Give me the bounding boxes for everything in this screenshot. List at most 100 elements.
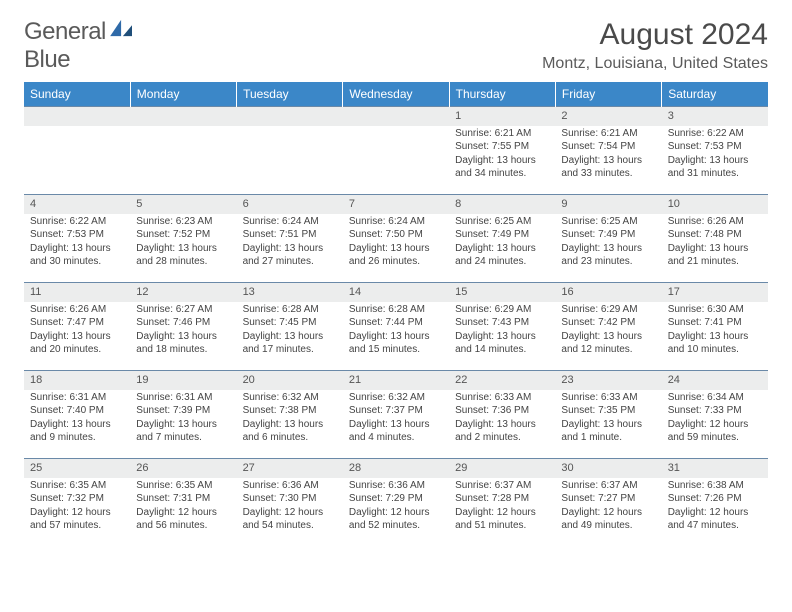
- day-number: 19: [130, 371, 236, 390]
- day-number: 17: [662, 283, 768, 302]
- daylight-text: and 17 minutes.: [243, 344, 337, 357]
- sunset-text: Sunset: 7:40 PM: [30, 405, 124, 418]
- day-number: 26: [130, 459, 236, 478]
- daylight-text: Daylight: 13 hours: [561, 419, 655, 432]
- day-detail: Sunrise: 6:36 AMSunset: 7:29 PMDaylight:…: [343, 478, 449, 538]
- daylight-text: Daylight: 12 hours: [349, 507, 443, 520]
- sunrise-text: Sunrise: 6:29 AM: [561, 304, 655, 317]
- daylight-text: Daylight: 13 hours: [455, 331, 549, 344]
- day-number: 31: [662, 459, 768, 478]
- weekday-header: Friday: [555, 82, 661, 107]
- day-cell: 3Sunrise: 6:22 AMSunset: 7:53 PMDaylight…: [662, 107, 768, 195]
- day-number: 29: [449, 459, 555, 478]
- daylight-text: and 56 minutes.: [136, 520, 230, 533]
- calendar-table: Sunday Monday Tuesday Wednesday Thursday…: [24, 82, 768, 547]
- daylight-text: and 24 minutes.: [455, 256, 549, 269]
- sunset-text: Sunset: 7:53 PM: [668, 141, 762, 154]
- day-detail: Sunrise: 6:22 AMSunset: 7:53 PMDaylight:…: [24, 214, 130, 274]
- day-number: 18: [24, 371, 130, 390]
- day-detail: Sunrise: 6:35 AMSunset: 7:32 PMDaylight:…: [24, 478, 130, 538]
- day-number: 23: [555, 371, 661, 390]
- day-number: [343, 107, 449, 126]
- sunrise-text: Sunrise: 6:24 AM: [349, 216, 443, 229]
- title-block: August 2024 Montz, Louisiana, United Sta…: [542, 18, 768, 73]
- day-detail: Sunrise: 6:32 AMSunset: 7:38 PMDaylight:…: [237, 390, 343, 450]
- day-cell: [24, 107, 130, 195]
- daylight-text: and 7 minutes.: [136, 432, 230, 445]
- daylight-text: Daylight: 13 hours: [349, 419, 443, 432]
- sunrise-text: Sunrise: 6:33 AM: [561, 392, 655, 405]
- sunrise-text: Sunrise: 6:38 AM: [668, 480, 762, 493]
- sunrise-text: Sunrise: 6:22 AM: [30, 216, 124, 229]
- day-cell: 18Sunrise: 6:31 AMSunset: 7:40 PMDayligh…: [24, 371, 130, 459]
- sunrise-text: Sunrise: 6:28 AM: [243, 304, 337, 317]
- day-number: 10: [662, 195, 768, 214]
- daylight-text: Daylight: 13 hours: [668, 155, 762, 168]
- day-number: 3: [662, 107, 768, 126]
- sunrise-text: Sunrise: 6:37 AM: [561, 480, 655, 493]
- sunset-text: Sunset: 7:36 PM: [455, 405, 549, 418]
- daylight-text: Daylight: 13 hours: [561, 243, 655, 256]
- daylight-text: Daylight: 13 hours: [243, 419, 337, 432]
- day-detail: Sunrise: 6:33 AMSunset: 7:35 PMDaylight:…: [555, 390, 661, 450]
- daylight-text: Daylight: 12 hours: [668, 419, 762, 432]
- daylight-text: Daylight: 13 hours: [243, 331, 337, 344]
- day-detail: Sunrise: 6:22 AMSunset: 7:53 PMDaylight:…: [662, 126, 768, 186]
- daylight-text: Daylight: 13 hours: [136, 331, 230, 344]
- sunrise-text: Sunrise: 6:21 AM: [455, 128, 549, 141]
- day-cell: 7Sunrise: 6:24 AMSunset: 7:50 PMDaylight…: [343, 195, 449, 283]
- daylight-text: and 6 minutes.: [243, 432, 337, 445]
- sunset-text: Sunset: 7:49 PM: [561, 229, 655, 242]
- daylight-text: Daylight: 13 hours: [349, 331, 443, 344]
- sunrise-text: Sunrise: 6:36 AM: [243, 480, 337, 493]
- day-cell: 6Sunrise: 6:24 AMSunset: 7:51 PMDaylight…: [237, 195, 343, 283]
- daylight-text: Daylight: 12 hours: [455, 507, 549, 520]
- daylight-text: Daylight: 13 hours: [136, 243, 230, 256]
- location: Montz, Louisiana, United States: [542, 55, 768, 73]
- daylight-text: and 49 minutes.: [561, 520, 655, 533]
- weekday-row: Sunday Monday Tuesday Wednesday Thursday…: [24, 82, 768, 107]
- daylight-text: Daylight: 13 hours: [30, 243, 124, 256]
- daylight-text: and 30 minutes.: [30, 256, 124, 269]
- day-detail: Sunrise: 6:28 AMSunset: 7:44 PMDaylight:…: [343, 302, 449, 362]
- daylight-text: Daylight: 12 hours: [243, 507, 337, 520]
- sunrise-text: Sunrise: 6:32 AM: [243, 392, 337, 405]
- daylight-text: and 33 minutes.: [561, 168, 655, 181]
- day-number: 4: [24, 195, 130, 214]
- sunrise-text: Sunrise: 6:36 AM: [349, 480, 443, 493]
- week-row: 25Sunrise: 6:35 AMSunset: 7:32 PMDayligh…: [24, 459, 768, 547]
- day-number: [237, 107, 343, 126]
- day-detail: Sunrise: 6:21 AMSunset: 7:54 PMDaylight:…: [555, 126, 661, 186]
- daylight-text: and 47 minutes.: [668, 520, 762, 533]
- day-number: 6: [237, 195, 343, 214]
- daylight-text: and 4 minutes.: [349, 432, 443, 445]
- day-number: 21: [343, 371, 449, 390]
- logo-word1: General: [24, 18, 106, 45]
- daylight-text: and 9 minutes.: [30, 432, 124, 445]
- daylight-text: and 26 minutes.: [349, 256, 443, 269]
- day-cell: 11Sunrise: 6:26 AMSunset: 7:47 PMDayligh…: [24, 283, 130, 371]
- weekday-header: Saturday: [662, 82, 768, 107]
- sunset-text: Sunset: 7:32 PM: [30, 493, 124, 506]
- day-cell: [237, 107, 343, 195]
- daylight-text: Daylight: 13 hours: [561, 155, 655, 168]
- day-detail: Sunrise: 6:32 AMSunset: 7:37 PMDaylight:…: [343, 390, 449, 450]
- daylight-text: Daylight: 13 hours: [668, 331, 762, 344]
- sunset-text: Sunset: 7:50 PM: [349, 229, 443, 242]
- sunrise-text: Sunrise: 6:34 AM: [668, 392, 762, 405]
- daylight-text: and 2 minutes.: [455, 432, 549, 445]
- sunrise-text: Sunrise: 6:30 AM: [668, 304, 762, 317]
- daylight-text: and 23 minutes.: [561, 256, 655, 269]
- sunset-text: Sunset: 7:46 PM: [136, 317, 230, 330]
- day-number: 8: [449, 195, 555, 214]
- daylight-text: Daylight: 12 hours: [30, 507, 124, 520]
- calendar-page: General Blue August 2024 Montz, Louisian…: [0, 0, 792, 612]
- sunrise-text: Sunrise: 6:27 AM: [136, 304, 230, 317]
- sunset-text: Sunset: 7:27 PM: [561, 493, 655, 506]
- sunset-text: Sunset: 7:45 PM: [243, 317, 337, 330]
- sunset-text: Sunset: 7:42 PM: [561, 317, 655, 330]
- day-cell: 10Sunrise: 6:26 AMSunset: 7:48 PMDayligh…: [662, 195, 768, 283]
- calendar-body: 1Sunrise: 6:21 AMSunset: 7:55 PMDaylight…: [24, 107, 768, 547]
- sunrise-text: Sunrise: 6:33 AM: [455, 392, 549, 405]
- weekday-header: Thursday: [449, 82, 555, 107]
